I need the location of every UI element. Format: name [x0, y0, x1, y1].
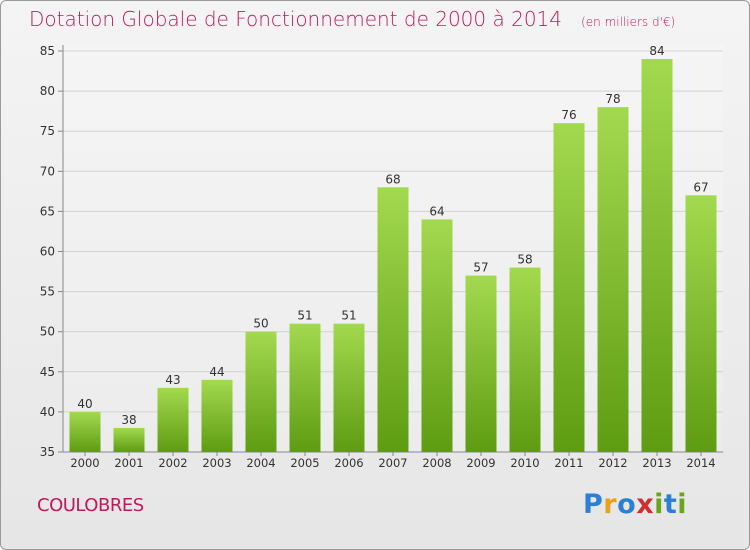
data-label: 51 [341, 309, 356, 323]
chart-title-text: Dotation Globale de Fonctionnement de 20… [29, 7, 562, 31]
bar-2011[interactable] [553, 123, 585, 453]
y-tick-label: 35 [40, 445, 55, 459]
y-tick-label: 70 [40, 164, 55, 178]
y-tick-label: 50 [40, 325, 55, 339]
data-label: 38 [121, 413, 136, 427]
data-label: 78 [605, 92, 620, 106]
data-label: 40 [77, 397, 92, 411]
labels-layer: 40 38 43 44 50 51 51 68 64 57 58 76 78 84 67 [77, 44, 708, 427]
data-label: 51 [297, 309, 312, 323]
logo-letter: P [583, 489, 604, 520]
bar-2000[interactable] [69, 411, 101, 452]
bar-2013[interactable] [641, 59, 673, 453]
data-label: 68 [385, 172, 400, 186]
x-tick-label: 2003 [202, 456, 231, 470]
x-tick-label: 2000 [70, 456, 99, 470]
x-tick-label: 2010 [510, 456, 539, 470]
y-tick-label: 80 [40, 84, 55, 98]
bars-layer [69, 59, 717, 453]
x-tick-label: 2014 [686, 456, 715, 470]
bar-2005[interactable] [289, 323, 321, 452]
x-tick-label: 2001 [114, 456, 143, 470]
logo-letter: r [603, 489, 618, 520]
y-tick-label: 85 [40, 44, 55, 58]
data-label: 76 [561, 108, 576, 122]
x-tick-label: 2013 [642, 456, 671, 470]
bar-2012[interactable] [597, 107, 629, 452]
bar-2007[interactable] [377, 187, 409, 452]
logo-letter: x [636, 489, 655, 520]
y-tick-label: 60 [40, 245, 55, 259]
bar-2002[interactable] [157, 387, 189, 452]
x-tick-label: 2008 [422, 456, 451, 470]
bar-2001[interactable] [113, 427, 145, 452]
x-tick-label: 2007 [378, 456, 407, 470]
data-label: 57 [473, 261, 488, 275]
chart-unit: (en milliers d'€) [581, 15, 676, 29]
x-tick-label: 2009 [466, 456, 495, 470]
data-label: 43 [165, 373, 180, 387]
data-label: 58 [517, 253, 532, 267]
x-tick-label: 2002 [158, 456, 187, 470]
logo-letter: o [617, 489, 637, 520]
logo-letter: t [663, 489, 678, 520]
y-tick-label: 55 [40, 285, 55, 299]
bar-2004[interactable] [245, 331, 277, 452]
data-label: 64 [429, 204, 444, 218]
bar-2006[interactable] [333, 323, 365, 452]
data-label: 44 [209, 365, 224, 379]
bar-2009[interactable] [465, 275, 497, 452]
bar-2003[interactable] [201, 379, 233, 452]
data-label: 67 [693, 180, 708, 194]
bar-2014[interactable] [685, 195, 717, 453]
x-tick-label: 2005 [290, 456, 319, 470]
x-tick-label: 2011 [554, 456, 583, 470]
logo-letter: i [677, 489, 688, 520]
commune-name: COULOBRES [37, 495, 144, 516]
x-tick-label: 2004 [246, 456, 275, 470]
y-tick-label: 40 [40, 405, 55, 419]
x-tick-label: 2012 [598, 456, 627, 470]
bar-2010[interactable] [509, 267, 541, 452]
bar-2008[interactable] [421, 219, 453, 452]
data-label: 84 [649, 44, 664, 58]
y-tick-label: 45 [40, 365, 55, 379]
data-label: 50 [253, 317, 268, 331]
logo-letter: i [654, 489, 664, 520]
chart-title: Dotation Globale de Fonctionnement de 20… [29, 7, 675, 31]
y-tick-label: 75 [40, 124, 55, 138]
x-tick-label: 2006 [334, 456, 363, 470]
y-tick-label: 65 [40, 204, 55, 218]
proxiti-logo[interactable]: Proxiti [583, 489, 687, 520]
